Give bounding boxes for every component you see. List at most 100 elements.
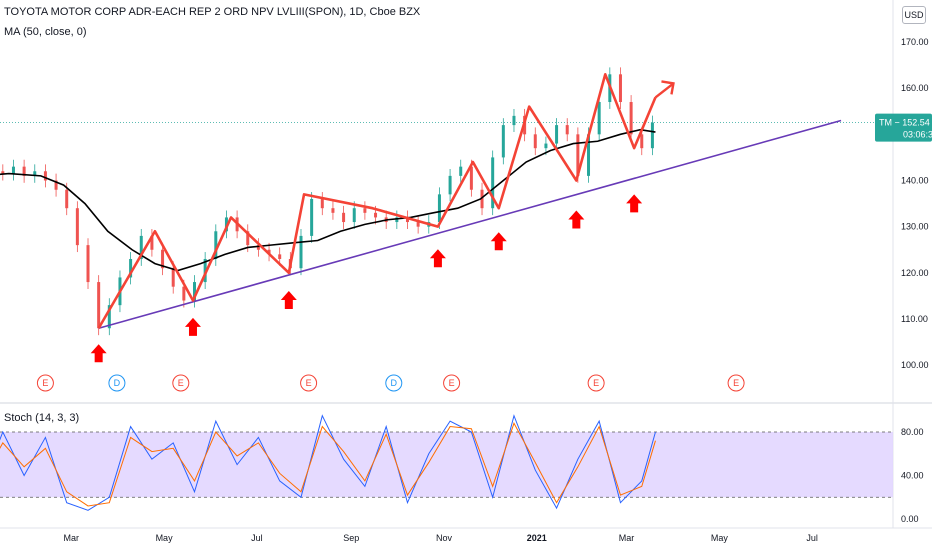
price-tag xyxy=(875,113,932,142)
candle-body xyxy=(86,245,90,283)
candle-body xyxy=(448,175,452,195)
candle-body xyxy=(352,208,356,223)
stoch-band xyxy=(0,432,893,498)
event-marker xyxy=(172,374,190,392)
candle-body xyxy=(65,189,69,209)
x-tick-label: May xyxy=(711,533,729,543)
x-tick-label: Jul xyxy=(806,533,818,543)
event-marker-label: E xyxy=(733,378,739,388)
candle-body xyxy=(501,125,505,158)
candle-body xyxy=(150,235,154,250)
event-marker-label: E xyxy=(306,378,312,388)
event-marker xyxy=(300,374,318,392)
candle-body xyxy=(650,122,654,149)
event-marker xyxy=(587,374,605,392)
x-tick-label: Sep xyxy=(343,533,359,543)
support-arrow xyxy=(490,232,507,251)
candle-body xyxy=(33,171,37,176)
candle-body xyxy=(75,208,79,246)
candle-body xyxy=(22,166,26,176)
stoch-indicator-label[interactable]: Stoch (14, 3, 3) xyxy=(4,412,80,424)
stoch-y-tick-label: 80.00 xyxy=(901,427,924,437)
event-marker-label: E xyxy=(449,378,455,388)
candle-body xyxy=(320,198,324,209)
ma-line xyxy=(0,128,656,272)
event-marker xyxy=(108,374,126,392)
event-marker xyxy=(443,374,461,392)
candle-body xyxy=(267,249,271,255)
candle-body xyxy=(416,222,420,227)
price-tag-label: TM − 152.54 xyxy=(879,118,930,128)
x-tick-label: Nov xyxy=(436,533,453,543)
candle-body xyxy=(480,189,484,209)
candle-body xyxy=(97,282,101,329)
candle-body xyxy=(491,157,495,209)
y-tick-label: 170.00 xyxy=(901,37,929,47)
event-marker-label: E xyxy=(42,378,48,388)
support-arrow xyxy=(626,194,643,213)
event-marker xyxy=(727,374,745,392)
candle-body xyxy=(161,249,165,269)
path-arrow-head xyxy=(661,80,675,95)
candle-body xyxy=(374,212,378,218)
currency-button[interactable]: USD xyxy=(902,6,926,24)
candle-body xyxy=(214,231,218,259)
y-tick-label: 110.00 xyxy=(901,314,928,324)
candle-body xyxy=(278,254,282,259)
y-tick-label: 120.00 xyxy=(901,268,929,278)
price-tag-countdown: 03:06:35 xyxy=(903,130,932,140)
support-arrow xyxy=(184,317,201,336)
y-tick-label: 140.00 xyxy=(901,176,929,186)
path-arrow-shaft xyxy=(654,82,675,99)
stoch-series-line xyxy=(0,422,656,507)
ma-indicator-label[interactable]: MA (50, close, 0) xyxy=(4,26,87,38)
candle-body xyxy=(342,212,346,223)
candle-body xyxy=(139,235,143,259)
candle-body xyxy=(533,134,537,149)
candle-body xyxy=(512,115,516,126)
support-arrow xyxy=(280,291,297,310)
trendline xyxy=(98,119,842,330)
candle-body xyxy=(1,171,5,174)
candle-body xyxy=(459,166,463,176)
candle-body xyxy=(310,198,314,236)
event-marker xyxy=(36,374,54,392)
support-arrow xyxy=(429,249,446,268)
candle-body xyxy=(193,282,197,301)
candle-body xyxy=(395,217,399,223)
x-tick-label: Mar xyxy=(64,533,80,543)
candle-body xyxy=(587,134,591,176)
event-marker-label: D xyxy=(114,378,121,388)
candle-body xyxy=(54,180,58,190)
price-path-line xyxy=(97,73,657,329)
candle-body xyxy=(363,208,367,213)
event-marker xyxy=(385,374,403,392)
candle-body xyxy=(43,171,47,181)
candle-body xyxy=(299,235,303,269)
candle-body xyxy=(203,258,207,283)
stoch-y-tick-label: 40.00 xyxy=(901,471,924,481)
stoch-series-line xyxy=(0,414,656,511)
event-marker-label: E xyxy=(178,378,184,388)
candle-body xyxy=(129,258,133,278)
x-tick-label: Jul xyxy=(251,533,263,543)
candle-body xyxy=(565,125,569,135)
candle-body xyxy=(469,166,473,190)
y-tick-label: 160.00 xyxy=(901,83,929,93)
x-tick-label: Mar xyxy=(619,533,635,543)
support-arrow xyxy=(90,344,107,363)
candle-body xyxy=(597,102,601,135)
candle-body xyxy=(171,268,175,287)
candle-body xyxy=(576,134,580,176)
x-tick-label: May xyxy=(156,533,174,543)
candle-body xyxy=(555,125,559,144)
candle-body xyxy=(107,305,111,329)
candle-body xyxy=(256,245,260,250)
candle-body xyxy=(618,74,622,103)
chart-title: TOYOTA MOTOR CORP ADR-EACH REP 2 ORD NPV… xyxy=(4,6,421,18)
event-marker-label: D xyxy=(391,378,398,388)
y-tick-label: 100.00 xyxy=(901,360,929,370)
candle-body xyxy=(544,143,548,149)
x-tick-label: 2021 xyxy=(527,533,547,543)
